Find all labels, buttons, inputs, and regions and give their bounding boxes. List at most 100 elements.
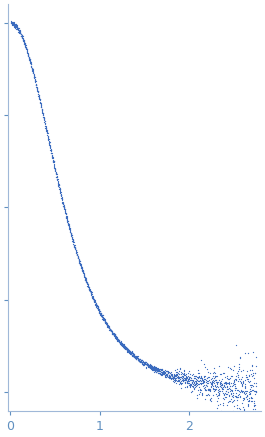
Point: [34, 81, 38, 88]
Point: [69, 232, 74, 239]
Point: [252, 380, 257, 387]
Point: [152, 364, 156, 371]
Point: [174, 370, 178, 377]
Point: [215, 380, 219, 387]
Point: [39, 105, 44, 112]
Point: [202, 376, 206, 383]
Point: [230, 393, 234, 400]
Point: [177, 368, 181, 375]
Point: [203, 373, 207, 380]
Point: [137, 357, 141, 364]
Point: [175, 373, 179, 380]
Point: [97, 308, 101, 315]
Point: [87, 285, 91, 292]
Point: [150, 364, 154, 371]
Point: [151, 366, 156, 373]
Point: [229, 379, 233, 386]
Point: [103, 319, 107, 326]
Point: [149, 363, 154, 370]
Point: [152, 363, 156, 370]
Point: [242, 394, 246, 401]
Point: [215, 379, 220, 386]
Point: [182, 368, 186, 375]
Point: [118, 339, 122, 346]
Point: [185, 374, 189, 381]
Point: [11, 20, 15, 27]
Point: [198, 357, 203, 364]
Point: [143, 359, 147, 366]
Point: [251, 386, 255, 393]
Point: [221, 369, 225, 376]
Point: [150, 364, 154, 371]
Point: [244, 373, 248, 380]
Point: [106, 323, 111, 329]
Point: [142, 360, 146, 367]
Point: [152, 367, 156, 374]
Point: [147, 362, 151, 369]
Point: [88, 288, 92, 295]
Point: [54, 173, 59, 180]
Point: [106, 321, 110, 328]
Point: [61, 203, 66, 210]
Point: [171, 376, 175, 383]
Point: [172, 371, 176, 378]
Point: [33, 80, 38, 87]
Point: [106, 323, 110, 329]
Point: [25, 48, 29, 55]
Point: [167, 375, 171, 382]
Point: [24, 45, 28, 52]
Point: [180, 380, 184, 387]
Point: [51, 159, 55, 166]
Point: [110, 329, 114, 336]
Point: [67, 223, 72, 230]
Point: [207, 391, 211, 398]
Point: [32, 73, 36, 80]
Point: [66, 219, 70, 226]
Point: [118, 340, 123, 347]
Point: [160, 367, 164, 374]
Point: [36, 88, 40, 95]
Point: [22, 40, 26, 47]
Point: [229, 395, 234, 402]
Point: [157, 370, 161, 377]
Point: [142, 360, 146, 367]
Point: [153, 364, 157, 371]
Point: [164, 374, 168, 381]
Point: [80, 266, 84, 273]
Point: [124, 344, 128, 351]
Point: [244, 393, 249, 400]
Point: [62, 206, 67, 213]
Point: [159, 369, 163, 376]
Point: [95, 303, 99, 310]
Point: [150, 364, 154, 371]
Point: [52, 165, 56, 172]
Point: [69, 230, 73, 237]
Point: [183, 375, 187, 382]
Point: [216, 378, 220, 385]
Point: [178, 378, 182, 385]
Point: [151, 365, 155, 372]
Point: [35, 85, 39, 92]
Point: [190, 383, 194, 390]
Point: [173, 375, 177, 382]
Point: [250, 395, 254, 402]
Point: [70, 234, 74, 241]
Point: [121, 343, 125, 350]
Point: [201, 378, 205, 385]
Point: [21, 36, 25, 43]
Point: [58, 185, 62, 192]
Point: [65, 213, 69, 220]
Point: [132, 351, 136, 358]
Point: [67, 222, 71, 229]
Point: [27, 55, 31, 62]
Point: [239, 410, 244, 417]
Point: [136, 355, 140, 362]
Point: [159, 371, 163, 378]
Point: [237, 389, 242, 396]
Point: [192, 375, 196, 382]
Point: [176, 370, 180, 377]
Point: [12, 21, 17, 28]
Point: [154, 368, 158, 375]
Point: [58, 185, 62, 192]
Point: [182, 376, 186, 383]
